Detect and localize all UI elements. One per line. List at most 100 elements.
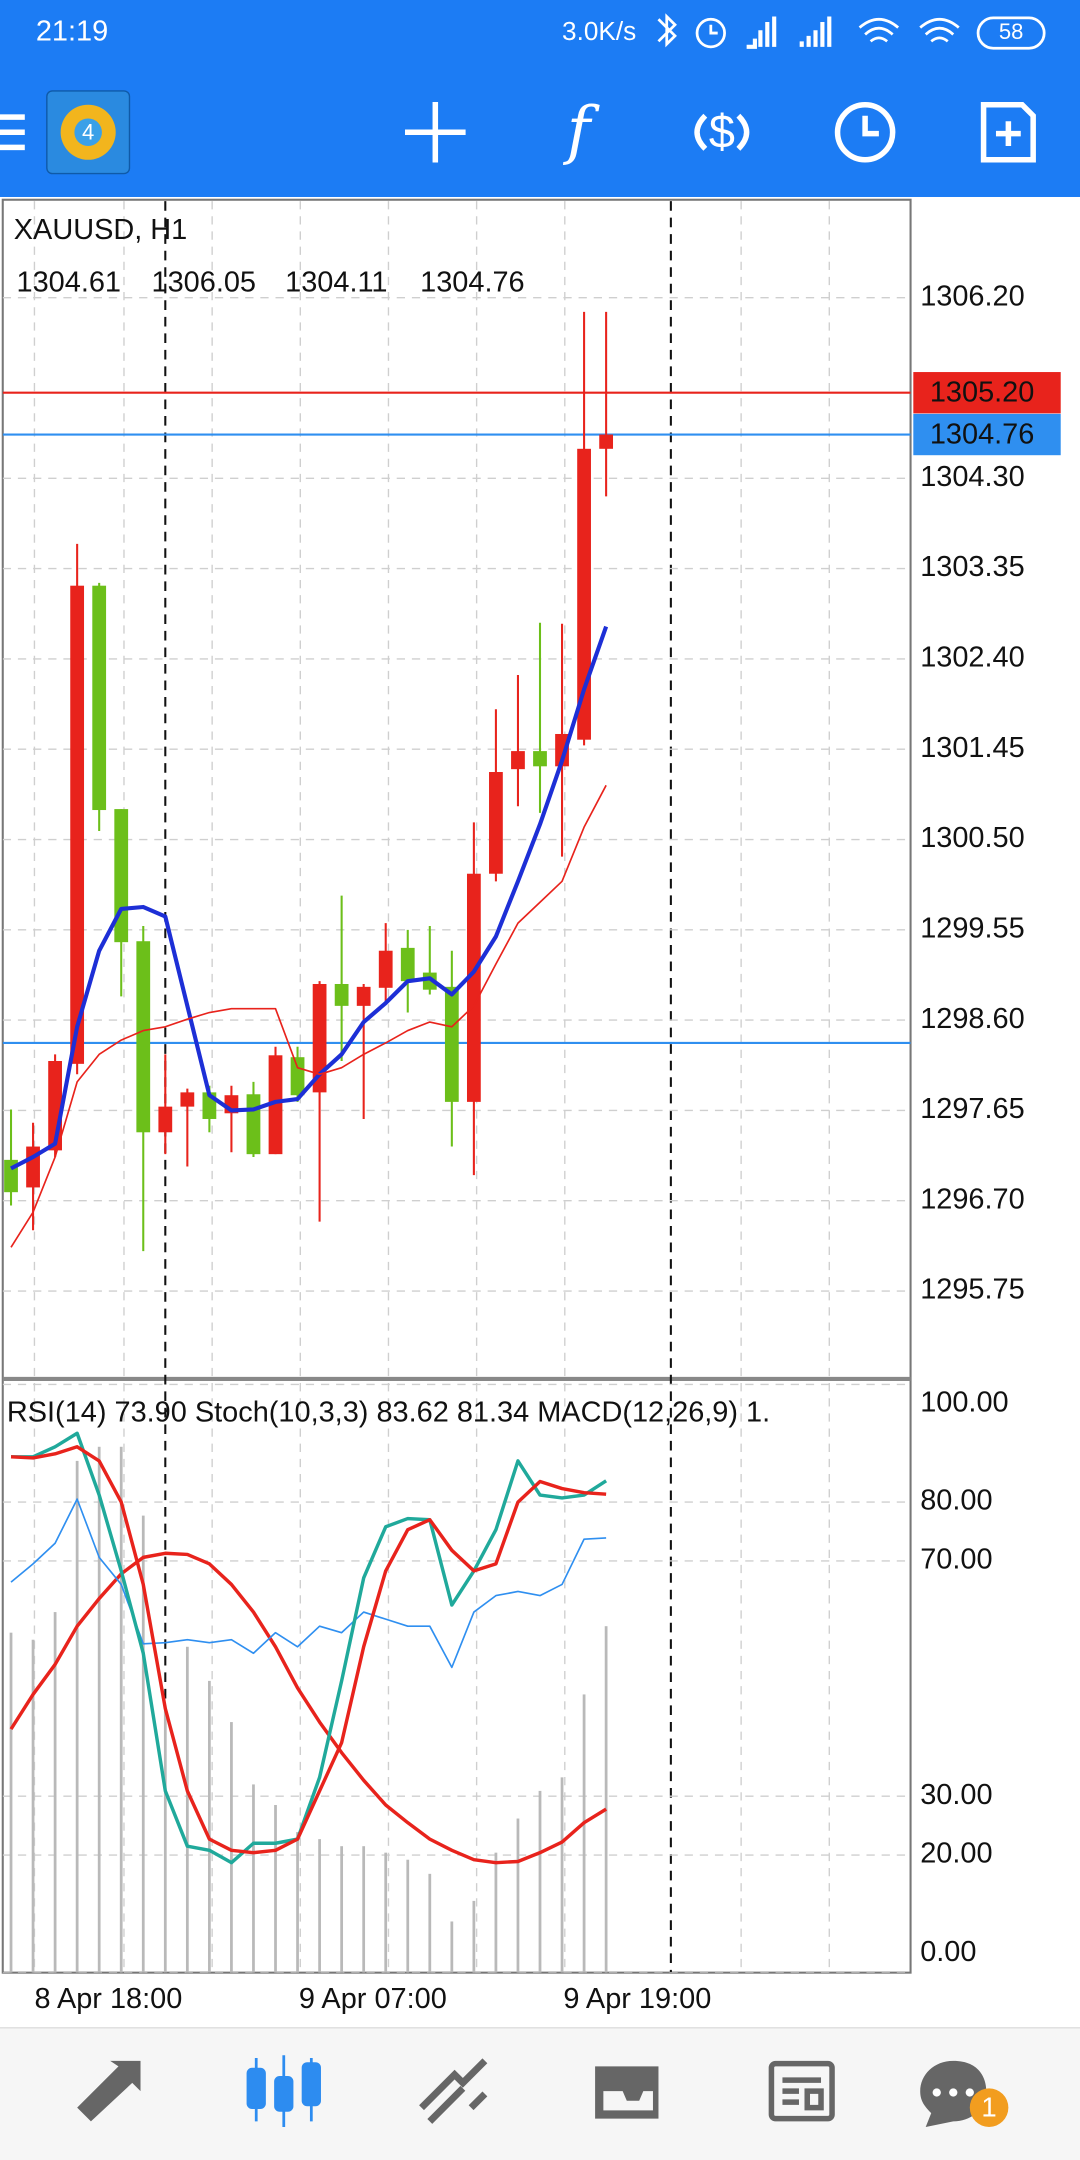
y-tick-label: 80.00 (920, 1485, 992, 1517)
candle-body (599, 434, 614, 449)
status-icons-part (657, 13, 677, 48)
histogram-bar (450, 1921, 454, 1973)
candle-body (70, 585, 85, 1064)
app-logo-part[interactable] (74, 118, 102, 147)
menu-button-part[interactable] (0, 144, 25, 151)
nav-chat-part[interactable] (932, 2088, 941, 2097)
status-icons-part (858, 17, 900, 43)
indicator-label: MACD(12,26,9) (537, 1396, 738, 1428)
nav-chat-part[interactable] (949, 2088, 958, 2097)
nav-chat-part[interactable] (969, 2088, 1009, 2127)
y-tick-label: 1295.75 (920, 1274, 1025, 1306)
histogram-bar (560, 1777, 564, 1973)
x-tick-label: 9 Apr 19:00 (563, 1983, 711, 2015)
price-label-box (913, 372, 1061, 414)
nav-chart[interactable] (246, 2055, 321, 2127)
status-speed: 3.0K/s (562, 16, 636, 46)
nav-trade[interactable] (419, 2058, 488, 2124)
indicator-line (9, 1551, 608, 1865)
histogram-bar (340, 1846, 344, 1973)
y-tick-label: 1299.55 (920, 912, 1025, 944)
histogram-bar (406, 1859, 410, 1973)
y-tick-label: 0.00 (920, 1936, 976, 1968)
indicator-line (10, 1445, 607, 1855)
indicator-label: 73.90 (115, 1396, 187, 1428)
menu-button-part[interactable] (0, 114, 25, 120)
price-pane (2, 296, 911, 1292)
histogram-bar (494, 1852, 498, 1973)
nav-trade-part[interactable] (419, 2058, 488, 2124)
nav-chat-part[interactable] (965, 2088, 974, 2097)
menu-button[interactable] (0, 114, 25, 151)
histogram-bar (163, 1708, 167, 1973)
candle-body (246, 1094, 261, 1155)
x-tick-label: 9 Apr 07:00 (299, 1983, 447, 2015)
candle-body (466, 873, 481, 1102)
new-order-button-part[interactable] (995, 121, 1021, 147)
status-icons-part (976, 16, 1046, 50)
status-icons-part (919, 17, 960, 43)
nav-chart-part[interactable] (246, 2067, 266, 2110)
nav-chat[interactable] (920, 2060, 1009, 2127)
period-button-part[interactable] (834, 101, 896, 163)
candle-body (400, 947, 415, 982)
nav-history[interactable] (595, 2066, 659, 2119)
indicator-label: 83.62 (376, 1396, 448, 1428)
app-logo-part[interactable]: 4 (82, 119, 94, 144)
histogram-bar (538, 1790, 542, 1973)
nav-chart-part[interactable] (274, 2075, 294, 2112)
histogram-bar (516, 1818, 520, 1973)
price-label: 1304.76 (930, 419, 1034, 451)
candle-body (312, 983, 327, 1093)
candle-body (334, 983, 349, 1006)
nav-news-part[interactable] (768, 2060, 835, 2122)
histogram-bar (141, 1515, 145, 1973)
histogram-bar (362, 1846, 366, 1973)
app-bar (0, 0, 1080, 197)
status-time: 21:19 (36, 16, 108, 48)
menu-button-part[interactable] (0, 129, 25, 135)
nav-news-part[interactable] (782, 2077, 824, 2111)
candle-body (555, 733, 569, 767)
y-tick-label: 100.00 (920, 1386, 1008, 1418)
nav-quotes-part[interactable] (77, 2060, 141, 2122)
ohlc-open: 1304.61 (17, 266, 122, 298)
candle-body (290, 1057, 305, 1096)
symbol-label: XAUUSD, H1 (14, 214, 187, 246)
histogram-bar (604, 1626, 608, 1973)
period-button[interactable] (834, 101, 896, 163)
indicator-line (10, 1498, 607, 1669)
nav-chart-part[interactable] (301, 2062, 321, 2107)
nav-news[interactable] (768, 2060, 835, 2122)
nav-quotes[interactable] (77, 2060, 141, 2122)
ohlc-low: 1304.11 (285, 266, 387, 298)
histogram-bar (75, 1460, 79, 1973)
app-logo[interactable]: 4 (46, 90, 131, 175)
trade-button-part[interactable]: $ (709, 105, 735, 157)
candle-body (356, 986, 371, 1006)
candle-body (577, 448, 591, 740)
trade-button-part[interactable] (694, 113, 750, 151)
chat-badge: 1 (981, 2091, 996, 2122)
candle-body (180, 1092, 195, 1107)
period-button-part[interactable] (862, 115, 879, 137)
histogram-bar (582, 1694, 586, 1973)
indicator-label: Stoch(10,3,3) (195, 1396, 369, 1428)
histogram-bar (119, 1446, 123, 1973)
new-order-button[interactable] (980, 101, 1036, 163)
new-order-button-part[interactable] (980, 101, 1036, 163)
candle-body (511, 751, 525, 770)
y-tick-label: 1304.30 (920, 461, 1025, 493)
histogram-bar (9, 1632, 13, 1973)
trade-button[interactable]: $ (694, 105, 750, 157)
y-tick-label: 1296.70 (920, 1183, 1025, 1215)
histogram-bar (318, 1839, 321, 1973)
histogram-bar (252, 1784, 255, 1973)
crosshair-button[interactable] (405, 101, 466, 163)
indicator-header: RSI(14) 73.90 Stoch(10,3,3) 83.62 81.34 … (7, 1396, 770, 1428)
battery-level: 58 (999, 19, 1024, 44)
ohlc-header: 1304.61 1306.05 1304.11 1304.76 (17, 266, 525, 298)
nav-history-part[interactable] (603, 2091, 653, 2111)
crosshair-button-part[interactable] (405, 101, 466, 163)
